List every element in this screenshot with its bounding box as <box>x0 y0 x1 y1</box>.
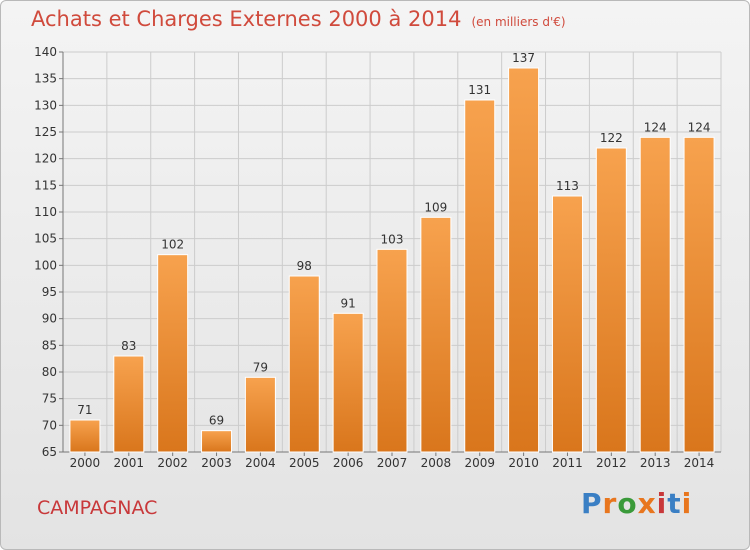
y-tick-label: 110 <box>34 205 57 219</box>
data-label-2004: 79 <box>253 360 268 374</box>
axes: 65 70 75 80 85 90 95 100 105 110 115 120 125 130 135 14… <box>34 45 721 470</box>
y-tick-label: 125 <box>34 125 57 139</box>
x-tick-label-2003: 2003 <box>201 456 232 470</box>
x-tick-label-2009: 2009 <box>464 456 495 470</box>
logo-letter: r <box>602 487 618 520</box>
chart-unit: (en milliers d'€) <box>471 15 566 29</box>
bar-2002 <box>157 254 189 453</box>
data-label-2001: 83 <box>121 339 136 353</box>
y-tick-label: 100 <box>34 258 57 272</box>
data-label-2011: 113 <box>556 179 579 193</box>
data-label-2008: 109 <box>424 200 447 214</box>
x-tick-label-2013: 2013 <box>640 456 671 470</box>
data-label-2006: 91 <box>340 296 355 310</box>
data-label-2007: 103 <box>381 232 404 246</box>
y-tick-label: 80 <box>42 365 57 379</box>
bar-2005 <box>288 275 320 453</box>
bar-2012 <box>595 147 627 453</box>
bar-2007 <box>376 248 408 453</box>
y-tick-label: 140 <box>34 45 57 59</box>
bars <box>69 67 715 453</box>
data-label-2013: 124 <box>644 120 667 134</box>
logo-letter: x <box>637 487 657 520</box>
x-tick-label-2005: 2005 <box>289 456 320 470</box>
bar-2013 <box>639 136 671 453</box>
chart-title: Achats et Charges Externes 2000 à 2014 (e… <box>31 7 566 31</box>
x-tick-label-2010: 2010 <box>508 456 539 470</box>
x-tick-label-2007: 2007 <box>377 456 408 470</box>
chart-title-text: Achats et Charges Externes 2000 à 2014 <box>31 7 462 31</box>
bar-2001 <box>113 355 145 453</box>
data-label-2012: 122 <box>600 131 623 145</box>
y-tick-label: 70 <box>42 418 57 432</box>
logo-letter: o <box>617 487 638 520</box>
bar-2014 <box>683 136 715 453</box>
bar-2011 <box>551 195 583 453</box>
x-tick-label-2014: 2014 <box>684 456 715 470</box>
y-tick-label: 105 <box>34 232 57 246</box>
x-tick-label-2002: 2002 <box>157 456 188 470</box>
data-label-2002: 102 <box>161 238 184 252</box>
proxiti-logo: Proxiti <box>581 487 692 520</box>
x-tick-label-2001: 2001 <box>114 456 145 470</box>
y-tick-label: 90 <box>42 312 57 326</box>
bar-2004 <box>244 376 276 453</box>
y-tick-label: 115 <box>34 178 57 192</box>
x-tick-label-2006: 2006 <box>333 456 364 470</box>
bar-2010 <box>508 67 540 453</box>
x-tick-label-2004: 2004 <box>245 456 276 470</box>
bar-2008 <box>420 216 452 453</box>
x-tick-label-2000: 2000 <box>70 456 101 470</box>
bar-2006 <box>332 312 364 453</box>
logo-letter: P <box>581 487 603 520</box>
y-tick-label: 120 <box>34 152 57 166</box>
logo-letter: t <box>667 487 682 520</box>
labels: 71 83 102 69 79 98 91 103 109 131 137 113 122 124 124 <box>77 51 710 428</box>
y-tick-label: 65 <box>42 445 57 459</box>
y-tick-label: 95 <box>42 285 57 299</box>
data-label-2010: 137 <box>512 51 535 65</box>
data-label-2003: 69 <box>209 414 224 428</box>
bar-2003 <box>201 430 233 453</box>
y-tick-label: 130 <box>34 98 57 112</box>
logo-letter: i <box>656 487 668 520</box>
y-tick-label: 85 <box>42 338 57 352</box>
y-tick-label: 135 <box>34 72 57 86</box>
logo-letter: i <box>681 487 693 520</box>
x-tick-label-2008: 2008 <box>421 456 452 470</box>
data-label-2005: 98 <box>297 259 312 273</box>
x-tick-label-2012: 2012 <box>596 456 627 470</box>
data-label-2009: 131 <box>468 83 491 97</box>
data-label-2000: 71 <box>77 403 92 417</box>
x-tick-label-2011: 2011 <box>552 456 583 470</box>
bar-2000 <box>69 419 101 453</box>
bar-2009 <box>464 99 496 453</box>
commune-name: CAMPAGNAC <box>37 497 158 519</box>
y-tick-label: 75 <box>42 392 57 406</box>
data-label-2014: 124 <box>688 120 711 134</box>
